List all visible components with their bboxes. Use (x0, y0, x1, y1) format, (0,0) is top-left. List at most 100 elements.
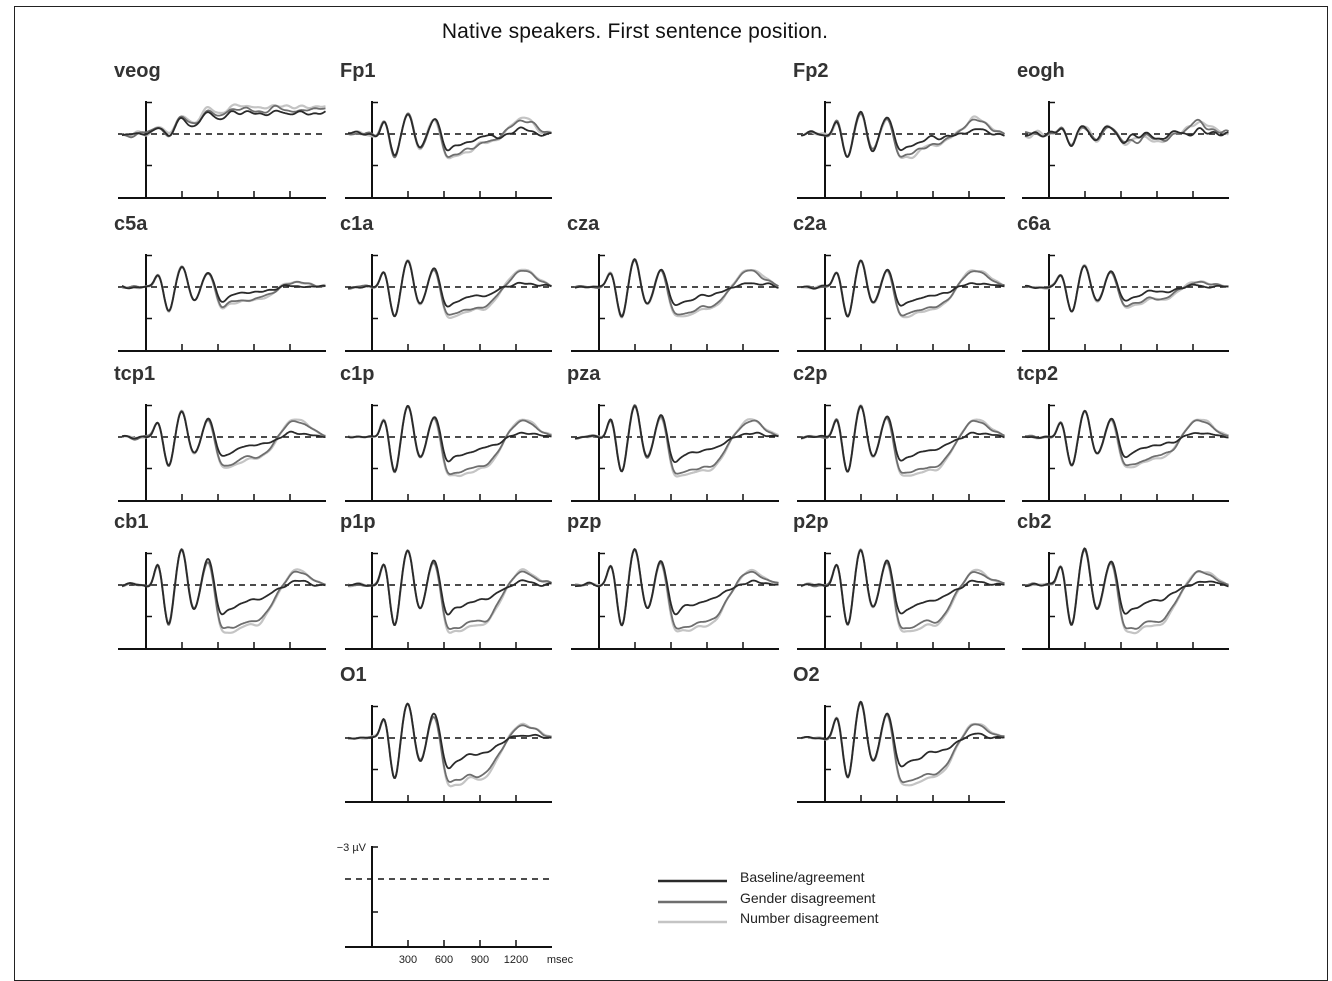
scale-x-tick-label: 300 (399, 954, 417, 966)
trace-number-disagreement (121, 409, 326, 469)
trace-gender-disagreement (574, 404, 779, 475)
channel-label: p2p (793, 511, 829, 533)
trace-gender-disagreement (800, 702, 1005, 784)
channel-label: Fp1 (340, 60, 376, 82)
scale-x-unit: msec (547, 954, 574, 966)
channel-panel-c2p: c2p (793, 363, 1006, 502)
trace-baseline-agreement (800, 700, 1005, 779)
trace-baseline-agreement (121, 266, 326, 312)
channel-label: Fp2 (793, 60, 829, 82)
channel-panel-p2p: p2p (793, 511, 1005, 650)
trace-baseline-agreement (347, 113, 552, 157)
channel-panel-c5a: c5a (114, 213, 326, 352)
legend-entry: Baseline/agreement (740, 869, 865, 885)
trace-baseline-agreement (347, 549, 552, 626)
trace-gender-disagreement (1024, 264, 1229, 313)
trace-gender-disagreement (348, 702, 552, 783)
trace-baseline-agreement (1024, 410, 1229, 466)
figure-title: Native speakers. First sentence position… (441, 20, 829, 43)
trace-gender-disagreement (1024, 549, 1229, 630)
channel-panel-Fp1: Fp1 (340, 60, 552, 199)
channel-panel-c6a: c6a (1017, 213, 1229, 352)
trace-number-disagreement (121, 548, 326, 634)
trace-baseline-agreement (348, 260, 552, 318)
trace-number-disagreement (800, 259, 1005, 319)
trace-gender-disagreement (347, 550, 552, 630)
channel-label: O1 (340, 664, 367, 686)
trace-gender-disagreement (121, 265, 326, 312)
legend-entry: Number disagreement (740, 910, 879, 926)
trace-gender-disagreement (121, 548, 326, 629)
channel-panel-cb2: cb2 (1017, 511, 1230, 650)
trace-gender-disagreement (574, 259, 779, 317)
channel-label: c2p (793, 363, 827, 385)
channel-panel-veog: veog (114, 60, 326, 199)
channel-panel-pzp: pzp (567, 511, 779, 650)
channel-label: c2a (793, 213, 827, 235)
trace-baseline-agreement (347, 702, 552, 779)
channel-label: cza (567, 213, 600, 235)
channel-label: pza (567, 363, 601, 385)
channel-panel-c2a: c2a (793, 213, 1005, 352)
scale-x-tick-label: 1200 (504, 954, 528, 966)
channel-panel-c1p: c1p (340, 363, 553, 502)
trace-gender-disagreement (575, 548, 779, 630)
channel-panel-O2: O2 (793, 664, 1005, 803)
trace-number-disagreement (574, 405, 779, 478)
scale-x-tick-label: 600 (435, 954, 453, 966)
trace-number-disagreement (574, 258, 779, 319)
channel-label: c5a (114, 213, 148, 235)
trace-baseline-agreement (1024, 547, 1229, 626)
scale-reference-panel: −3 µV 300 600 900 1200 msec (337, 842, 574, 966)
trace-baseline-agreement (121, 548, 326, 625)
legend-entry: Gender disagreement (740, 890, 876, 906)
channel-label: veog (114, 60, 161, 82)
trace-baseline-agreement (574, 258, 779, 318)
channel-label: tcp1 (114, 363, 155, 385)
channel-panel-tcp1: tcp1 (114, 363, 326, 502)
trace-baseline-agreement (800, 549, 1005, 625)
channel-panel-cza: cza (567, 213, 779, 352)
channel-panel-p1p: p1p (340, 511, 552, 650)
trace-baseline-agreement (1024, 125, 1229, 147)
trace-baseline-agreement (121, 410, 326, 467)
trace-number-disagreement (121, 265, 326, 313)
trace-baseline-agreement (121, 109, 326, 137)
trace-baseline-agreement (574, 548, 779, 627)
trace-baseline-agreement (800, 259, 1005, 318)
trace-gender-disagreement (347, 405, 552, 475)
channel-label: cb2 (1017, 511, 1051, 533)
trace-gender-disagreement (800, 548, 1005, 630)
trace-baseline-agreement (347, 405, 552, 473)
legend: Baseline/agreement Gender disagreement Num… (658, 869, 879, 926)
trace-number-disagreement (1024, 263, 1229, 313)
channel-label: c1a (340, 213, 374, 235)
channel-panel-cb1: cb1 (114, 511, 326, 650)
channel-label: c6a (1017, 213, 1051, 235)
figure-frame (14, 6, 1328, 981)
trace-baseline-agreement (1024, 265, 1229, 313)
channel-label: c1p (340, 363, 374, 385)
trace-number-disagreement (347, 259, 552, 319)
trace-number-disagreement (800, 701, 1005, 787)
scale-x-tick-label: 900 (471, 954, 489, 966)
channel-label: cb1 (114, 511, 148, 533)
trace-baseline-agreement (800, 110, 1005, 158)
trace-baseline-agreement (575, 405, 779, 473)
channel-label: tcp2 (1017, 363, 1058, 385)
channel-panel-pza: pza (567, 363, 779, 502)
channel-label: p1p (340, 511, 376, 533)
channel-panel-eogh: eogh (1017, 60, 1230, 199)
scale-uv-label: −3 µV (337, 842, 367, 854)
trace-baseline-agreement (800, 405, 1005, 473)
channel-label: pzp (567, 511, 601, 533)
channel-label: eogh (1017, 60, 1065, 82)
trace-gender-disagreement (800, 405, 1005, 474)
trace-number-disagreement (347, 702, 552, 788)
trace-number-disagreement (347, 549, 552, 634)
trace-gender-disagreement (800, 260, 1005, 317)
trace-number-disagreement (800, 548, 1005, 633)
trace-gender-disagreement (122, 104, 326, 139)
trace-number-disagreement (1024, 548, 1230, 635)
